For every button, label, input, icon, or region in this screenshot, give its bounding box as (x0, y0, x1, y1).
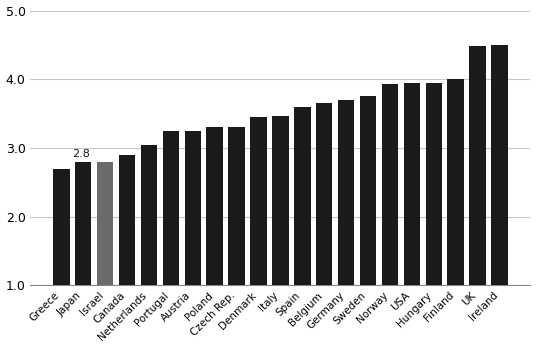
Bar (426, 83, 442, 285)
Bar (338, 100, 354, 285)
Bar (360, 96, 376, 285)
Bar (492, 45, 508, 285)
Bar (163, 131, 179, 285)
Bar (272, 116, 289, 285)
Bar (404, 83, 420, 285)
Bar (97, 162, 114, 285)
Bar (53, 169, 70, 285)
Bar (382, 84, 398, 285)
Bar (228, 127, 245, 285)
Text: 2.8: 2.8 (72, 149, 90, 159)
Bar (316, 103, 332, 285)
Bar (250, 117, 267, 285)
Bar (119, 155, 135, 285)
Bar (75, 162, 92, 285)
Bar (184, 131, 201, 285)
Bar (448, 79, 464, 285)
Bar (141, 144, 157, 285)
Bar (470, 46, 486, 285)
Bar (294, 107, 310, 285)
Bar (206, 127, 223, 285)
